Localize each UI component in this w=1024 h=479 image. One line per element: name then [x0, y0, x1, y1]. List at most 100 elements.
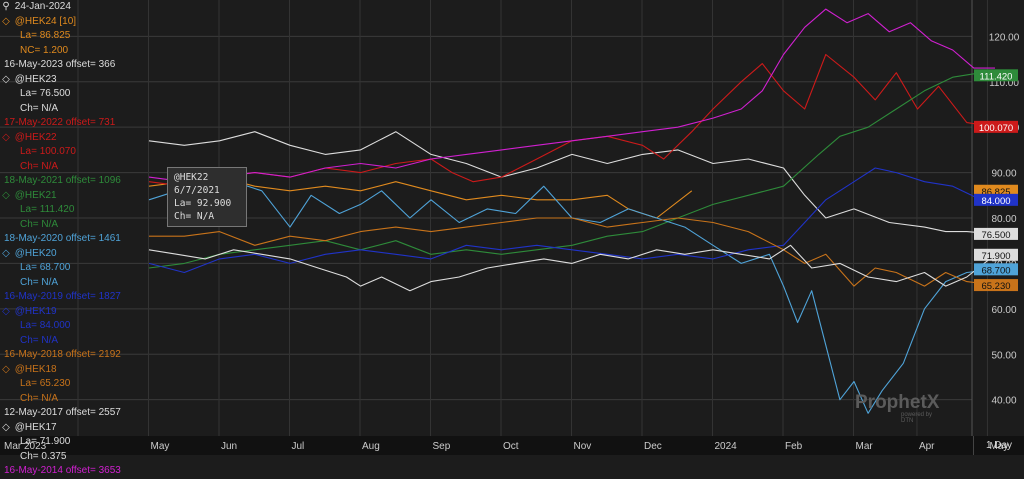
legend-text: La= 111.420	[20, 204, 75, 215]
last-value-tag	[974, 279, 1018, 292]
x-axis-bar	[0, 436, 1024, 455]
legend-text: La= 86.825	[20, 30, 71, 41]
legend-row: 17-May-2022 offset= 731	[0, 116, 146, 131]
legend-text: Ch= N/A	[20, 102, 59, 114]
last-value-label: 100.070	[979, 123, 1013, 134]
legend-text: 16-May-2023 offset= 366	[4, 59, 116, 70]
series-line	[148, 131, 996, 235]
last-value-label: 76.500	[981, 230, 1010, 241]
tooltip-change: Ch= N/A	[174, 211, 215, 222]
legend-text: @HEK21	[14, 189, 57, 201]
x-tick-label: 2024	[715, 441, 738, 452]
legend-row: La= 71.900	[0, 435, 146, 450]
series-line	[149, 217, 996, 287]
legend-text: 16-May-2014 offset= 3653	[4, 465, 121, 476]
legend-row: Ch= N/A	[0, 276, 146, 291]
legend-row: ◇ @HEK21	[0, 189, 146, 204]
diamond-marker-icon: ◇	[2, 189, 10, 201]
legend-panel: ⚲ 24-Jan-2024 ◇ @HEK24 [10] La= 86.825 NC= …	[0, 0, 146, 479]
legend-text: @HEK17	[14, 421, 57, 433]
legend-text: La= 68.700	[20, 262, 71, 273]
x-tick-label: Jul	[292, 441, 305, 452]
y-tick-label: 60.00	[991, 305, 1016, 316]
legend-row: La= 86.825	[0, 29, 146, 44]
last-value-tag	[974, 193, 1018, 206]
tooltip-symbol: @HEK22	[174, 172, 209, 183]
legend-text: Ch= N/A	[20, 392, 59, 404]
legend-row: ◇ @HEK20	[0, 247, 146, 262]
legend-row: 18-May-2021 offset= 1096	[0, 174, 146, 189]
diamond-marker-icon: ◇	[2, 131, 10, 143]
y-tick-label: 120.00	[989, 32, 1020, 43]
chart-canvas: 40.0050.0060.0070.0080.0090.00100.00110.…	[0, 0, 1024, 455]
legend-text: Ch= N/A	[20, 334, 59, 346]
series-line	[148, 181, 996, 414]
x-tick-label: May	[989, 441, 1008, 452]
x-tick-label: Aug	[362, 441, 380, 452]
diamond-marker-icon: ◇	[2, 15, 10, 27]
y-tick-label: 50.00	[991, 350, 1016, 361]
last-value-tag	[974, 184, 1018, 197]
last-value-tag	[974, 120, 1018, 133]
x-tick-label: Mar	[856, 441, 874, 452]
legend-row: ◇ @HEK24 [10]	[0, 15, 146, 30]
last-value-label: 86.825	[981, 187, 1010, 198]
legend-text: 16-May-2018 offset= 2192	[4, 349, 121, 360]
last-value-label: 65.230	[981, 281, 1010, 292]
last-value-label: 84.000	[981, 196, 1010, 207]
legend-row: La= 111.420	[0, 203, 146, 218]
legend-text: @HEK23	[14, 73, 57, 85]
legend-row: La= 68.700	[0, 261, 146, 276]
y-tick-label: 90.00	[991, 169, 1016, 180]
legend-row: ⚲ 24-Jan-2024	[0, 0, 146, 15]
watermark-sub: powered by DTN	[901, 412, 933, 424]
legend-text: 18-May-2020 offset= 1461	[4, 233, 121, 244]
legend-row: 16-May-2018 offset= 2192	[0, 348, 146, 363]
legend-row: Ch= N/A	[0, 392, 146, 407]
x-tick-label: Dec	[644, 441, 662, 452]
legend-row: Ch= N/A	[0, 334, 146, 349]
legend-row: ◇ @HEK19	[0, 305, 146, 320]
legend-row: Ch= N/A	[0, 218, 146, 233]
series-line	[148, 167, 995, 274]
last-value-label: 111.420	[980, 71, 1013, 82]
legend-text: 16-May-2019 offset= 1827	[4, 291, 121, 302]
legend-row: ◇ @HEK18	[0, 363, 146, 378]
legend-row: ◇ @HEK17	[0, 421, 146, 436]
last-value-label: 71.900	[981, 251, 1010, 262]
prophetx-watermark: ProphetX powered by DTN	[855, 392, 940, 424]
y-tick-label: 110.00	[989, 78, 1019, 89]
legend-text: La= 71.900	[20, 436, 71, 447]
period-selector[interactable]: 1 Day	[973, 436, 1024, 455]
legend-text: @HEK22	[14, 131, 57, 143]
diamond-marker-icon: ◇	[2, 73, 10, 85]
legend-text: 24-Jan-2024	[14, 1, 71, 12]
legend-text: La= 84.000	[20, 320, 71, 331]
legend-text: @HEK18	[14, 363, 57, 375]
series-line	[148, 72, 996, 269]
legend-row: La= 76.500	[0, 87, 146, 102]
legend-text: Ch= N/A	[20, 276, 59, 288]
legend-row: La= 65.230	[0, 377, 146, 392]
legend-row: Ch= N/A	[0, 102, 146, 117]
x-tick-label: Apr	[919, 441, 935, 452]
legend-text: @HEK24 [10]	[14, 15, 77, 27]
series-line	[148, 244, 996, 292]
last-value-tag	[974, 227, 1018, 240]
legend-row: 16-May-2019 offset= 1827	[0, 290, 146, 305]
legend-text: 12-May-2017 offset= 2557	[4, 407, 121, 418]
x-tick-label: Jun	[221, 441, 237, 452]
legend-row: 16-May-2014 offset= 3653	[0, 464, 146, 479]
legend-text: Ch= N/A	[20, 160, 59, 172]
x-tick-label: Oct	[503, 441, 519, 452]
legend-row: 12-May-2017 offset= 2557	[0, 406, 146, 421]
last-value-tag	[974, 263, 1018, 276]
y-tick-label: 80.00	[991, 214, 1016, 225]
x-tick-label: Mar 2023	[4, 441, 47, 452]
last-value-label: 68.700	[981, 265, 1010, 276]
legend-row: ◇ @HEK23	[0, 73, 146, 88]
diamond-marker-icon: ◇	[2, 305, 10, 317]
magnifier-icon: ⚲	[2, 1, 10, 12]
watermark-brand: ProphetX	[855, 392, 940, 413]
diamond-marker-icon: ◇	[2, 247, 10, 259]
